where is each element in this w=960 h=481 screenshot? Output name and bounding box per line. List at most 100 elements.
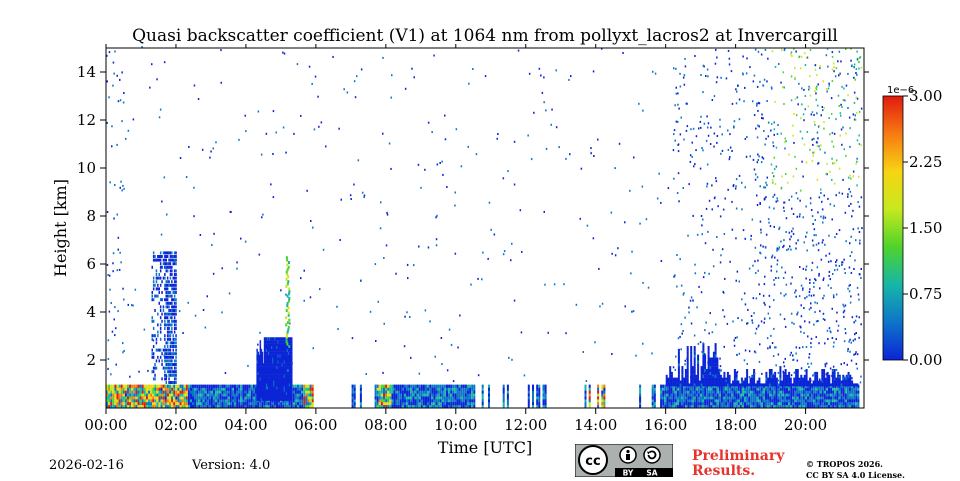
heat-cell [287,392,290,395]
heat-cell [160,390,163,394]
heat-cell [798,396,801,400]
heat-cell [817,125,820,128]
heat-cell [783,393,786,397]
heat-cell [175,337,177,341]
heat-cell [823,371,826,375]
heat-cell [439,387,442,391]
heat-cell [704,396,707,400]
heat-cell [114,399,117,403]
heat-cell [835,159,838,162]
heat-cell [460,387,463,391]
heat-cell [266,371,269,375]
heat-cell [711,357,714,361]
heat-cell [353,384,356,388]
heat-cell [403,345,406,348]
heat-cell [179,390,182,394]
heat-cell [690,351,693,355]
heat-cell [715,180,718,183]
heat-cell [360,68,363,71]
heat-cell [536,390,539,394]
heat-cell [272,377,274,381]
heat-cell [695,383,698,387]
heat-cell [852,209,854,212]
heat-cell [744,186,746,189]
heat-cell [756,404,759,408]
heat-cell [171,370,173,374]
heat-cell [264,374,267,378]
heat-cell [166,393,169,397]
heat-cell [796,359,799,362]
heat-cell [416,401,419,406]
heat-cell [700,74,702,76]
heat-cell [399,396,402,400]
heat-cell [542,401,545,406]
heat-cell [793,371,796,374]
heat-cell [261,363,264,367]
heat-cell [112,396,115,400]
heat-cell [246,384,249,388]
heat-cell [849,284,851,287]
heat-cell [820,380,822,383]
heat-cell [255,404,257,408]
heat-cell [263,343,266,347]
heat-cell [263,401,266,406]
heat-cell [152,399,155,403]
heat-cell [481,387,484,391]
heat-cell [276,394,278,398]
heat-cell [777,401,780,406]
heat-cell [437,387,440,391]
heat-cell [665,374,668,378]
heat-cell [767,390,770,394]
heat-cell [758,399,761,403]
heat-cell [187,390,190,394]
heat-cell [748,396,751,400]
heat-cell [173,305,176,309]
heat-cell [716,357,719,361]
heat-cell [697,401,700,406]
heat-cell [793,358,795,361]
heat-cell [246,401,249,406]
heat-cell [779,380,782,384]
heat-cell [816,266,819,269]
heat-cell [810,209,813,211]
heat-cell [436,163,439,166]
heat-cell [601,384,604,388]
heat-cell [691,383,694,387]
heat-cell [169,265,172,269]
heat-cell [729,393,732,397]
heat-cell [106,393,108,397]
heat-cell [164,404,167,408]
heat-cell [274,351,276,355]
heat-cell [271,371,273,375]
heat-cell [307,399,310,403]
heat-cell [210,387,213,391]
heat-cell [488,390,490,394]
heat-cell [391,404,394,408]
heat-cell [855,399,858,403]
heat-cell [542,390,545,394]
heat-cell [822,318,825,320]
heat-cell [842,380,845,384]
heat-cell [273,343,275,347]
heat-cell [260,369,263,372]
heat-cell [756,399,759,403]
heat-cell [219,393,222,397]
heat-cell [187,401,190,406]
heat-cell [720,369,722,372]
heat-cell [173,276,176,280]
heat-cell [822,80,824,83]
heat-cell [397,399,400,403]
heat-cell [802,175,804,178]
heat-cell [281,366,284,370]
heat-cell [699,399,702,403]
heat-cell [273,354,275,358]
heat-cell [280,394,282,398]
heat-cell [139,393,142,397]
heat-cell [852,113,855,116]
heat-cell [860,277,862,279]
heat-cell [120,404,123,408]
heat-cell [332,55,334,58]
heat-cell [677,150,680,153]
heat-cell [693,399,696,403]
heat-cell [767,383,770,387]
